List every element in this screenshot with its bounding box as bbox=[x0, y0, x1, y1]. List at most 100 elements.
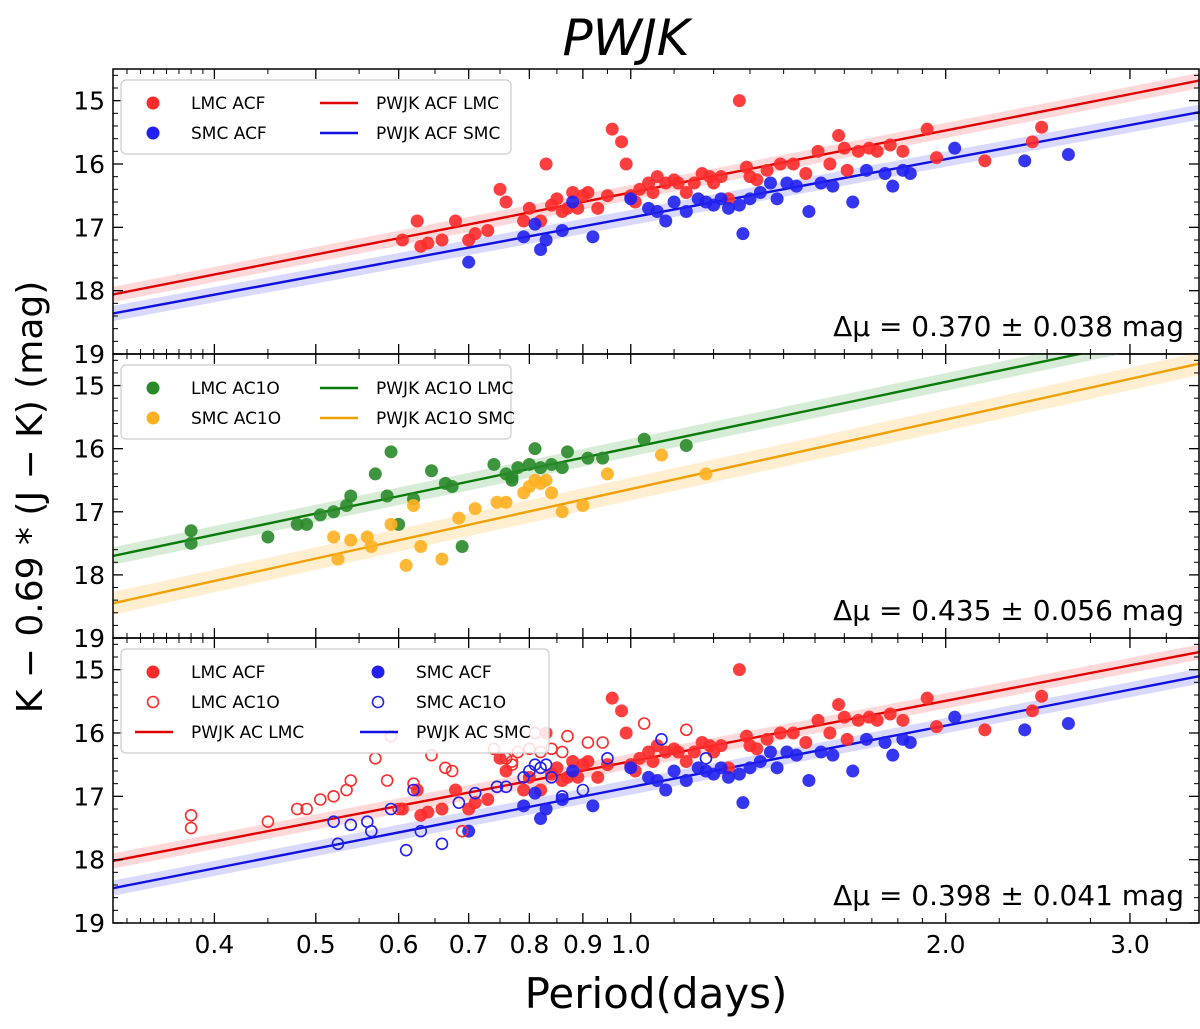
y-tick-label: 17 bbox=[73, 498, 105, 527]
point-lmc-acf bbox=[493, 182, 507, 196]
point-lmc-acf bbox=[837, 710, 851, 724]
delta-mu-annotation: Δμ = 0.370 ± 0.038 mag bbox=[833, 310, 1184, 343]
point-smc-acf bbox=[714, 761, 728, 775]
point-lmc-acf bbox=[760, 732, 774, 746]
point-lmc-ac1o bbox=[637, 717, 651, 730]
point-lmc-acf bbox=[605, 122, 619, 136]
point-smc-acf bbox=[650, 205, 664, 218]
x-tick-label: 0.9 bbox=[563, 930, 603, 959]
point-lmc-ac1o bbox=[511, 461, 525, 475]
point-smc-ac1o bbox=[365, 824, 378, 838]
point-lmc-ac1o bbox=[344, 489, 358, 503]
point-lmc-acf bbox=[732, 94, 746, 108]
point-smc-acf bbox=[948, 710, 962, 724]
point-smc-acf bbox=[763, 745, 777, 759]
point-smc-ac1o bbox=[555, 790, 569, 803]
point-lmc-ac1o bbox=[380, 774, 394, 787]
point-smc-acf bbox=[528, 217, 542, 231]
point-lmc-acf bbox=[679, 755, 693, 768]
point-smc-acf bbox=[846, 764, 860, 778]
point-lmc-ac1o bbox=[300, 802, 313, 816]
point-lmc-acf bbox=[646, 755, 660, 768]
point-smc-ac1o bbox=[435, 837, 449, 851]
point-smc-acf bbox=[736, 796, 750, 810]
legend-marker bbox=[146, 126, 160, 140]
point-smc-acf bbox=[826, 179, 840, 193]
point-smc-acf bbox=[814, 745, 828, 759]
legend-label: LMC AC1O bbox=[191, 379, 280, 399]
point-smc-acf bbox=[1018, 723, 1032, 737]
point-smc-ac1o bbox=[468, 786, 482, 800]
legend-label: PWJK AC1O SMC bbox=[376, 409, 515, 429]
point-lmc-ac1o bbox=[439, 761, 452, 775]
legend-marker bbox=[146, 96, 160, 110]
point-lmc-acf bbox=[840, 732, 854, 746]
point-lmc-ac1o bbox=[313, 508, 327, 522]
y-tick-label: 17 bbox=[73, 782, 105, 811]
point-smc-acf bbox=[903, 167, 917, 180]
point-smc-acf bbox=[624, 761, 638, 775]
point-lmc-ac1o bbox=[424, 464, 438, 478]
plot-area bbox=[113, 644, 1200, 896]
point-lmc-ac1o bbox=[407, 777, 420, 790]
point-smc-acf bbox=[903, 736, 917, 749]
point-lmc-acf bbox=[581, 186, 595, 199]
point-lmc-acf bbox=[615, 704, 629, 718]
panel-2: 15 16 17 18 19 Δμ = 0.435 ± 0.056 mag LMC AC1O… bbox=[73, 353, 1200, 653]
point-smc-ac1o bbox=[655, 733, 668, 746]
point-lmc-ac1o bbox=[392, 802, 405, 816]
point-smc-ac1o bbox=[654, 448, 668, 462]
point-lmc-acf bbox=[840, 163, 854, 177]
point-lmc-acf bbox=[591, 770, 605, 784]
point-lmc-acf bbox=[832, 129, 846, 142]
panel-frame bbox=[112, 637, 1200, 924]
legend-box bbox=[120, 79, 512, 155]
point-lmc-acf bbox=[646, 186, 660, 199]
point-lmc-acf bbox=[566, 186, 580, 199]
point-lmc-ac1o bbox=[445, 764, 459, 778]
legend-label: LMC AC1O bbox=[191, 693, 280, 713]
point-smc-ac1o bbox=[539, 758, 553, 771]
legend: LMC AC1O SMC AC1O PWJK AC1O LMC PWJK AC1O S… bbox=[120, 364, 515, 440]
point-lmc-ac1o bbox=[637, 432, 651, 446]
y-tick-label: 18 bbox=[73, 846, 105, 875]
x-tick-label: 0.8 bbox=[509, 930, 549, 959]
point-smc-ac1o bbox=[699, 467, 713, 481]
point-lmc-ac1o bbox=[455, 539, 469, 553]
y-tick-label: 15 bbox=[73, 656, 105, 685]
point-lmc-acf bbox=[750, 173, 764, 187]
point-lmc-ac1o bbox=[300, 517, 314, 531]
point-lmc-acf bbox=[786, 157, 800, 171]
point-lmc-acf bbox=[978, 723, 992, 737]
point-lmc-acf bbox=[395, 233, 409, 247]
point-lmc-acf bbox=[671, 745, 685, 759]
point-lmc-ac1o bbox=[261, 815, 275, 828]
point-lmc-acf bbox=[920, 122, 934, 136]
point-lmc-ac1o bbox=[384, 445, 398, 459]
point-lmc-acf bbox=[581, 755, 595, 768]
point-lmc-acf bbox=[920, 691, 934, 705]
point-lmc-acf bbox=[837, 141, 851, 155]
legend-marker bbox=[146, 665, 160, 679]
point-smc-acf bbox=[534, 243, 548, 256]
point-smc-ac1o bbox=[699, 752, 713, 765]
point-smc-acf bbox=[659, 783, 673, 797]
point-lmc-ac1o bbox=[184, 809, 198, 822]
point-smc-ac1o bbox=[384, 517, 398, 531]
legend-box bbox=[120, 364, 512, 440]
point-lmc-ac1o bbox=[369, 752, 382, 765]
point-smc-ac1o bbox=[414, 539, 428, 553]
point-smc-acf bbox=[1018, 154, 1032, 168]
point-smc-ac1o bbox=[490, 780, 504, 794]
point-smc-ac1o bbox=[327, 815, 340, 828]
point-smc-acf bbox=[667, 764, 681, 778]
point-smc-acf bbox=[1061, 148, 1075, 161]
legend-label: LMC ACF bbox=[191, 94, 265, 114]
point-lmc-acf bbox=[449, 214, 463, 228]
point-smc-acf bbox=[770, 761, 784, 775]
point-lmc-acf bbox=[687, 176, 701, 190]
point-smc-acf bbox=[555, 793, 569, 806]
legend: LMC ACF SMC ACF PWJK ACF LMC PWJK ACF SMC bbox=[120, 79, 512, 155]
